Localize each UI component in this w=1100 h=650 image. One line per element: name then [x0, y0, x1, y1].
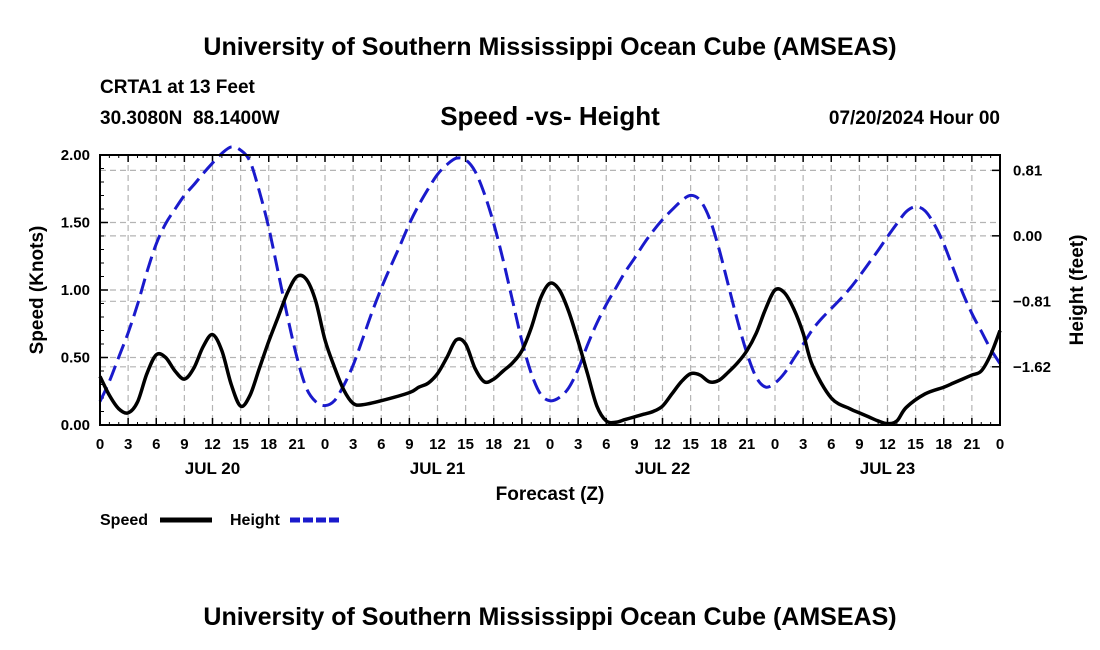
- date-label: JUL 23: [860, 459, 915, 478]
- x-tick-label: 0: [771, 436, 779, 453]
- main-title: University of Southern Mississippi Ocean…: [203, 33, 896, 61]
- x-tick-label: 18: [710, 436, 727, 453]
- x-tick-label: 0: [996, 436, 1004, 453]
- x-tick-label: 3: [574, 436, 582, 453]
- y-tick-label: 2.00: [61, 147, 90, 164]
- x-tick-label: 12: [429, 436, 446, 453]
- station-label: CRTA1 at 13 Feet: [100, 77, 256, 98]
- x-tick-label: 12: [879, 436, 896, 453]
- date-label: JUL 22: [635, 459, 690, 478]
- y2-axis-title: Height (feet): [1067, 235, 1088, 346]
- x-tick-label: 3: [124, 436, 132, 453]
- x-tick-label: 15: [232, 436, 249, 453]
- legend-speed-label: Speed: [100, 512, 148, 529]
- legend-height-label: Height: [230, 512, 280, 529]
- x-tick-label: 21: [964, 436, 981, 453]
- x-tick-label: 12: [654, 436, 671, 453]
- legend: Speed Height: [100, 512, 342, 529]
- plot-frame: [99, 154, 1001, 426]
- series: [98, 145, 1002, 426]
- x-tick-label: 15: [907, 436, 924, 453]
- y2-tick-label: −0.81: [1013, 293, 1051, 310]
- datetime-label: 07/20/2024 Hour 00: [829, 108, 1000, 129]
- x-tick-label: 15: [457, 436, 474, 453]
- date-label: JUL 21: [410, 459, 465, 478]
- x-tick-label: 18: [485, 436, 502, 453]
- y2-tick-label: 0.00: [1013, 228, 1042, 245]
- x-tick-label: 21: [514, 436, 531, 453]
- x-tick-label: 6: [602, 436, 610, 453]
- x-tick-label: 9: [630, 436, 638, 453]
- x-tick-label: 21: [289, 436, 306, 453]
- x-tick-label: 21: [739, 436, 756, 453]
- x-tick-label: 18: [260, 436, 277, 453]
- y2-tick-label: 0.81: [1013, 162, 1042, 179]
- coordinates-label: 30.3080N 88.1400W: [100, 108, 280, 129]
- x-tick-label: 12: [204, 436, 221, 453]
- date-label: JUL 20: [185, 459, 240, 478]
- x-tick-label: 18: [935, 436, 952, 453]
- x-tick-label: 6: [152, 436, 160, 453]
- y-tick-label: 1.00: [61, 282, 90, 299]
- x-tick-label: 6: [377, 436, 385, 453]
- x-tick-label: 9: [405, 436, 413, 453]
- footer-title: University of Southern Mississippi Ocean…: [203, 603, 896, 631]
- x-tick-label: 15: [682, 436, 699, 453]
- x-tick-label: 9: [855, 436, 863, 453]
- height-series-line: [98, 145, 1002, 408]
- x-tick-label: 0: [96, 436, 104, 453]
- grid: [100, 155, 1000, 425]
- tick-labels: 0 3 6 9 12 15 18 21 0 3 6 9 12 15 18 21 0 3 6 9 12 15 18 21 0 3 6 9…: [61, 147, 1051, 478]
- y-tick-label: 0.00: [61, 417, 90, 434]
- y-axis-title: Speed (Knots): [27, 226, 48, 355]
- x-tick-label: 0: [321, 436, 329, 453]
- x-tick-label: 3: [799, 436, 807, 453]
- x-tick-label: 6: [827, 436, 835, 453]
- y2-tick-label: −1.62: [1013, 359, 1051, 376]
- x-axis-title: Forecast (Z): [496, 484, 605, 505]
- x-tick-label: 3: [349, 436, 357, 453]
- x-tick-label: 9: [180, 436, 188, 453]
- chart-title: Speed -vs- Height: [440, 101, 660, 131]
- speed-series-line: [98, 273, 1002, 426]
- y-tick-label: 0.50: [61, 350, 90, 367]
- x-tick-label: 0: [546, 436, 554, 453]
- y-tick-label: 1.50: [61, 215, 90, 232]
